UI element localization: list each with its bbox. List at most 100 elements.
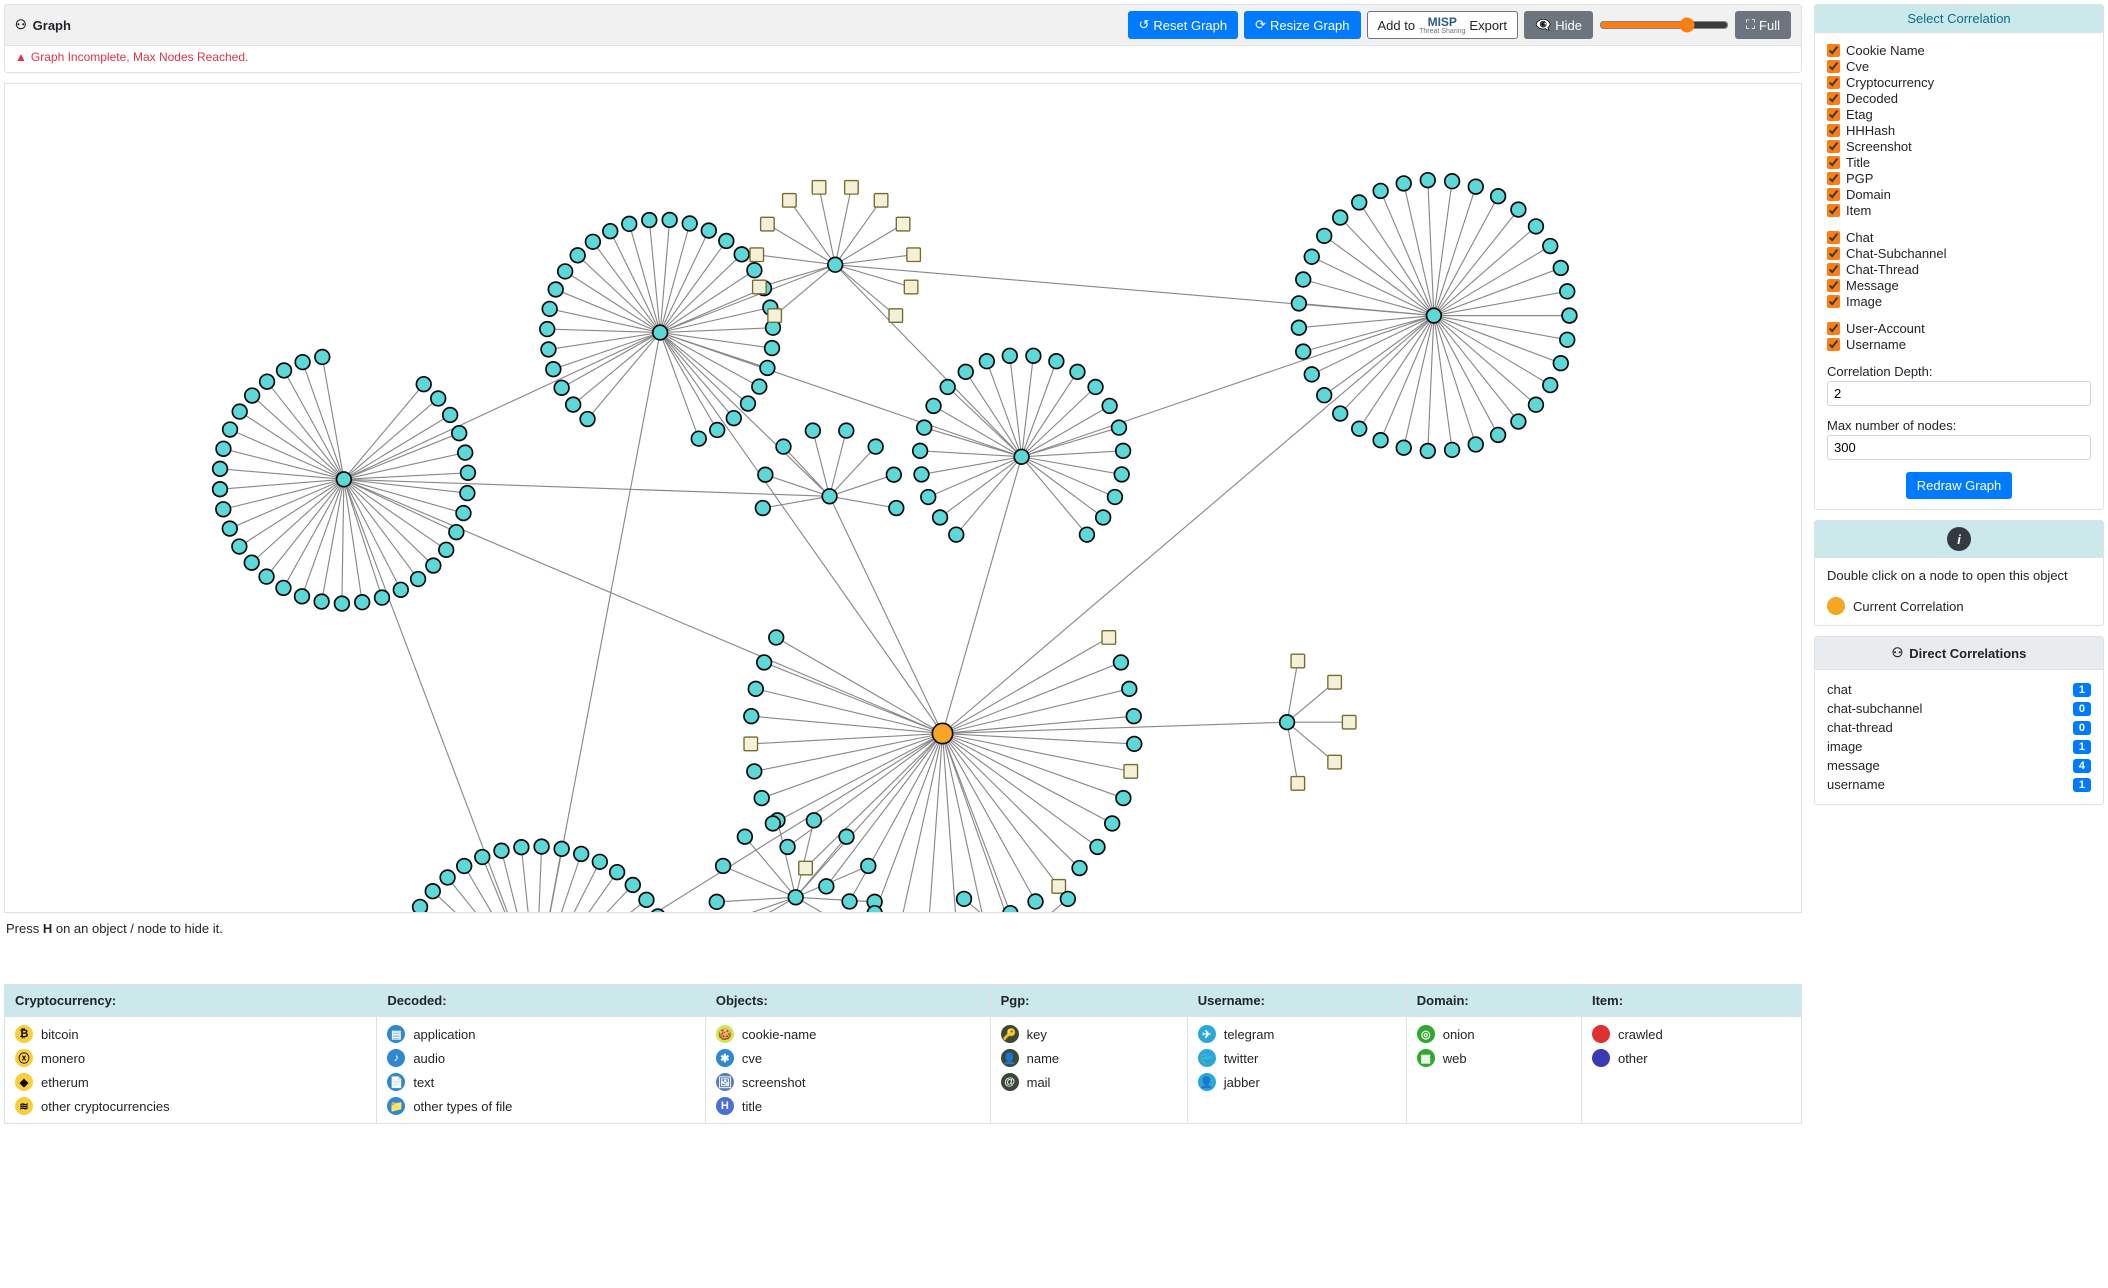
expand-icon: ⛶ [1746, 17, 1755, 33]
correlation-label: Title [1846, 155, 1870, 170]
correlation-checkbox[interactable] [1827, 172, 1840, 185]
direct-correlation-row[interactable]: chat1 [1827, 680, 2091, 699]
correlation-label: Cookie Name [1846, 43, 1925, 58]
export-label: Export [1469, 18, 1507, 33]
correlation-checkbox[interactable] [1827, 204, 1840, 217]
direct-correlations-list: chat1chat-subchannel0chat-thread0 image 1 m… [1815, 670, 2103, 804]
info-text: Double click on a node to open this obje… [1827, 568, 2091, 583]
legend-icon: ◆ [15, 1073, 33, 1091]
graph-svg [5, 84, 1801, 913]
correlation-checkbox[interactable] [1827, 124, 1840, 137]
legend-label: telegram [1224, 1027, 1275, 1042]
legend-item: ✈telegram [1198, 1025, 1396, 1043]
legend-icon: 🖼 [716, 1073, 734, 1091]
correlation-checkbox[interactable] [1827, 108, 1840, 121]
legend-column: Pgp:🔑key👤name@mail [991, 985, 1188, 1123]
correlation-checkbox[interactable] [1827, 76, 1840, 89]
legend-label: audio [413, 1051, 445, 1066]
correlation-checkbox[interactable] [1827, 156, 1840, 169]
legend-item: 👤jabber [1198, 1073, 1396, 1091]
direct-correlation-count: 0 [2073, 721, 2091, 735]
correlation-checkbox[interactable] [1827, 247, 1840, 260]
info-panel: i Double click on a node to open this ob… [1814, 520, 2104, 626]
legend-label: other [1618, 1051, 1648, 1066]
direct-correlation-row[interactable]: chat-thread0 [1827, 718, 2091, 737]
max-nodes-input[interactable] [1827, 435, 2091, 460]
legend-item: ≋ other cryptocurrencies [15, 1097, 366, 1115]
correlation-check: HHHash [1827, 123, 2091, 138]
legend-head: Username: [1188, 985, 1406, 1017]
legend-label: text [413, 1075, 434, 1090]
select-correlation-panel: Select Correlation Cookie NameCveCryptoc… [1814, 4, 2104, 510]
legend-column: Objects:🍪cookie-name✱cve🖼screenshotHtitl… [706, 985, 991, 1123]
direct-correlation-row[interactable]: username1 [1827, 775, 2091, 794]
correlation-checkbox[interactable] [1827, 60, 1840, 73]
correlation-checkbox[interactable] [1827, 338, 1840, 351]
direct-correlation-label: username [1827, 777, 1885, 792]
reset-graph-label: Reset Graph [1153, 18, 1227, 33]
graph-warning: ▲ Graph Incomplete, Max Nodes Reached. [5, 46, 1801, 72]
legend-label: web [1443, 1051, 1467, 1066]
correlation-check: Cve [1827, 59, 2091, 74]
correlation-check: Chat-Subchannel [1827, 246, 2091, 261]
legend-item: 🖼screenshot [716, 1073, 980, 1091]
select-correlation-title: Select Correlation [1825, 11, 2093, 26]
zoom-slider-wrap [1599, 17, 1729, 33]
correlation-checkbox[interactable] [1827, 188, 1840, 201]
legend-head: Objects: [706, 985, 990, 1017]
direct-correlation-label: image [1827, 739, 1862, 754]
direct-correlation-row[interactable]: chat-subchannel0 [1827, 699, 2091, 718]
direct-correlation-row[interactable]: message4 [1827, 756, 2091, 775]
correlation-check: Chat [1827, 230, 2091, 245]
correlation-checkbox[interactable] [1827, 279, 1840, 292]
legend-icon: ▦ [1417, 1049, 1435, 1067]
add-to-misp-button[interactable]: Add to MISPThreat Sharing Export [1367, 11, 1518, 39]
legend-label: crawled [1618, 1027, 1663, 1042]
correlation-checkbox[interactable] [1827, 92, 1840, 105]
correlation-checkbox[interactable] [1827, 295, 1840, 308]
legend-icon: ≋ [15, 1097, 33, 1115]
direct-correlation-count: 4 [2073, 759, 2091, 773]
correlation-checkbox[interactable] [1827, 140, 1840, 153]
legend-item: 📄text [387, 1073, 695, 1091]
correlation-checkbox[interactable] [1827, 231, 1840, 244]
legend-label: other cryptocurrencies [41, 1099, 170, 1114]
redraw-graph-button[interactable]: Redraw Graph [1906, 472, 2013, 499]
correlation-label: Message [1846, 278, 1899, 293]
add-to-label: Add to [1378, 18, 1416, 33]
correlation-checkbox[interactable] [1827, 322, 1840, 335]
reset-graph-button[interactable]: ↺ Reset Graph [1128, 11, 1239, 39]
zoom-slider[interactable] [1599, 17, 1729, 33]
direct-correlation-count: 1 [2073, 740, 2091, 754]
legend-item: 🔑key [1001, 1025, 1177, 1043]
resize-graph-button[interactable]: ⟳ Resize Graph [1244, 11, 1360, 39]
corr-group-1: Cookie NameCveCryptocurrencyDecodedEtagH… [1827, 43, 2091, 218]
legend-icon: ✱ [716, 1049, 734, 1067]
graph-panel-header: ⚇ Graph ↺ Reset Graph ⟳ Resize Graph Add… [5, 5, 1801, 46]
legend-head: Item: [1582, 985, 1801, 1017]
correlation-check: Etag [1827, 107, 2091, 122]
legend-item: ▤application [387, 1025, 695, 1043]
legend-label: application [413, 1027, 475, 1042]
legend-item: 🐦twitter [1198, 1049, 1396, 1067]
depth-input[interactable] [1827, 381, 2091, 406]
correlation-checkbox[interactable] [1827, 44, 1840, 57]
correlation-label: Cryptocurrency [1846, 75, 1934, 90]
legend-item: ◎onion [1417, 1025, 1571, 1043]
misp-logo: MISPThreat Sharing [1419, 15, 1465, 35]
legend-grid: Cryptocurrency:₿bitcoinⓧmonero◆etherum≋o… [4, 984, 1802, 1124]
correlation-checkbox[interactable] [1827, 263, 1840, 276]
hide-labels-button[interactable]: 👁‍🗨 Hide [1524, 11, 1593, 39]
correlation-check: Decoded [1827, 91, 2091, 106]
legend-item: ₿bitcoin [15, 1025, 366, 1043]
correlation-check: Screenshot [1827, 139, 2091, 154]
direct-correlation-row[interactable]: image 1 [1827, 737, 2091, 756]
graph-canvas[interactable] [4, 83, 1802, 913]
legend-column: Username: ✈telegram 🐦twitter 👤jabber [1188, 985, 1407, 1123]
correlation-check: Message [1827, 278, 2091, 293]
direct-correlation-count: 1 [2073, 683, 2091, 697]
legend-item: other [1592, 1049, 1791, 1067]
legend-label: mail [1027, 1075, 1051, 1090]
full-screen-button[interactable]: ⛶ Full [1735, 11, 1791, 39]
graph-warning-text: Graph Incomplete, Max Nodes Reached. [31, 50, 248, 64]
